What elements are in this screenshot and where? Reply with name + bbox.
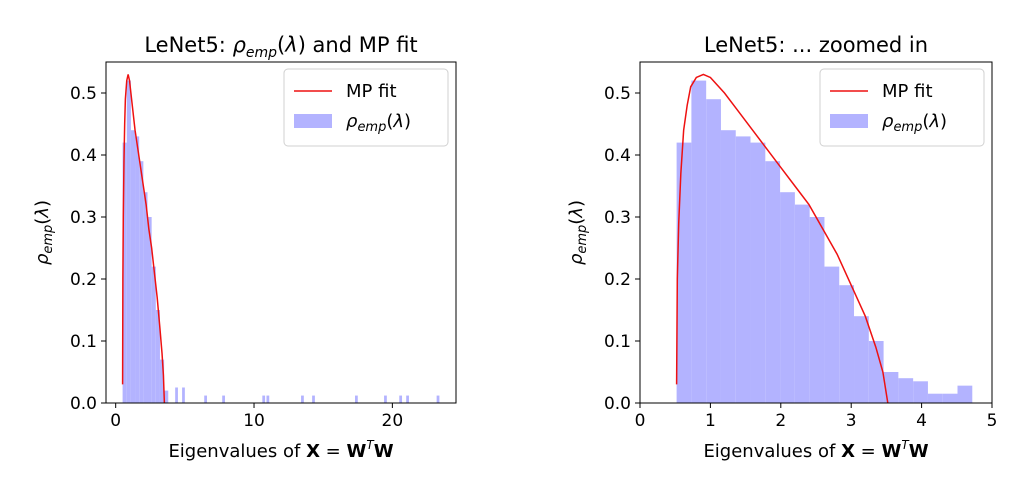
histogram-bar bbox=[735, 136, 751, 403]
histogram-bar bbox=[135, 136, 140, 403]
x-axis-label: Eigenvalues of X = WTW bbox=[703, 438, 928, 462]
chart-title: LeNet5: ρemp(λ) and MP fit bbox=[144, 33, 417, 61]
x-tick-label: 3 bbox=[846, 411, 857, 431]
histogram-bar bbox=[839, 285, 855, 403]
legend-label-rho-emp: ρemp(λ) bbox=[346, 111, 411, 135]
histogram-bar bbox=[355, 395, 358, 403]
histogram-bar bbox=[262, 395, 266, 403]
x-tick-label: 20 bbox=[382, 411, 404, 431]
legend-patch-swatch bbox=[830, 114, 868, 128]
histogram-bar bbox=[436, 395, 440, 403]
plot-frame bbox=[105, 61, 457, 404]
histogram-bar bbox=[691, 80, 707, 403]
y-axis-label: ρemp(λ) bbox=[566, 200, 590, 265]
y-tick-label: 0.0 bbox=[604, 394, 631, 414]
y-tick-label: 0.2 bbox=[604, 270, 631, 290]
chart-title: LeNet5: ... zoomed in bbox=[704, 33, 928, 57]
y-tick-label: 0.2 bbox=[70, 270, 97, 290]
mp-fit-line bbox=[121, 74, 166, 404]
chart-panel-2: 0 1 2 3 4 5 0.0 0.1 0.2 0.3 0.4 0.5 LeNet5: ... zoom… bbox=[566, 33, 997, 462]
histogram-bar bbox=[676, 142, 692, 403]
y-tick-label: 0.5 bbox=[70, 84, 97, 104]
histogram-bar bbox=[765, 161, 781, 403]
y-tick-label: 0.4 bbox=[70, 146, 97, 166]
x-tick-label: 2 bbox=[775, 411, 786, 431]
y-tick-label: 0.1 bbox=[604, 332, 631, 352]
histogram-bar bbox=[824, 266, 840, 403]
histogram-bar bbox=[706, 99, 721, 403]
histogram-bar bbox=[159, 359, 165, 403]
histogram-bar bbox=[720, 130, 736, 403]
histogram-bar bbox=[182, 387, 185, 403]
histogram-bar bbox=[164, 390, 169, 403]
histogram-bar bbox=[399, 395, 403, 403]
histogram-bar bbox=[312, 395, 315, 403]
plot-frame bbox=[639, 61, 993, 404]
histogram-bar bbox=[143, 192, 148, 403]
histogram-bar bbox=[126, 80, 131, 403]
histogram-bar bbox=[301, 395, 304, 403]
legend-patch-swatch bbox=[294, 114, 332, 128]
histogram-bar bbox=[809, 217, 825, 403]
histogram-bar bbox=[780, 192, 795, 403]
legend: MP fit ρemp(λ) bbox=[283, 68, 449, 147]
legend-label-mp-fit: MP fit bbox=[882, 81, 933, 102]
histogram-bar bbox=[122, 142, 127, 403]
chart-panel-1: 0 10 20 0.0 0.1 0.2 0.3 0.4 0.5 LeNet5: ρemp(λ) a… bbox=[32, 33, 457, 462]
x-tick-label: 0 bbox=[110, 411, 121, 431]
histogram-bar bbox=[898, 378, 914, 403]
histogram-bar bbox=[147, 217, 152, 403]
x-axis-label: Eigenvalues of X = WTW bbox=[168, 438, 393, 462]
histogram-bar bbox=[266, 395, 270, 403]
histogram-bar bbox=[139, 161, 144, 403]
x-tick-label: 5 bbox=[987, 411, 998, 431]
histogram-bars bbox=[676, 80, 973, 403]
histogram-bar bbox=[868, 341, 884, 403]
histogram-bar bbox=[151, 266, 156, 403]
histogram-bar bbox=[794, 204, 810, 403]
histogram-bar bbox=[913, 381, 928, 403]
x-tick-label: 1 bbox=[705, 411, 716, 431]
histogram-bar bbox=[222, 395, 225, 403]
histogram-bar bbox=[155, 310, 160, 403]
histogram-bar bbox=[175, 387, 178, 403]
y-tick-label: 0.3 bbox=[70, 208, 97, 228]
y-axis-label: ρemp(λ) bbox=[32, 200, 56, 265]
x-tick-label: 0 bbox=[635, 411, 646, 431]
y-tick-label: 0.5 bbox=[604, 84, 631, 104]
histogram-bar bbox=[384, 395, 387, 403]
mp-fit-line bbox=[675, 73, 889, 404]
histogram-bar bbox=[406, 395, 409, 403]
y-tick-label: 0.4 bbox=[604, 146, 631, 166]
legend-label-rho-emp: ρemp(λ) bbox=[882, 111, 947, 135]
y-tick-label: 0.1 bbox=[70, 332, 97, 352]
histogram-bar bbox=[750, 142, 766, 403]
x-tick-label: 4 bbox=[916, 411, 927, 431]
x-tick-label: 10 bbox=[243, 411, 265, 431]
y-tick-label: 0.0 bbox=[70, 394, 97, 414]
histogram-bar bbox=[942, 393, 958, 403]
legend: MP fit ρemp(λ) bbox=[819, 68, 985, 147]
histogram-bar bbox=[957, 385, 973, 403]
y-tick-label: 0.3 bbox=[604, 208, 631, 228]
histogram-bar bbox=[927, 393, 943, 403]
histogram-bar bbox=[130, 130, 136, 403]
histogram-bar bbox=[204, 395, 207, 403]
histogram-bars bbox=[122, 80, 440, 403]
legend-label-mp-fit: MP fit bbox=[346, 81, 397, 102]
histogram-bar bbox=[854, 316, 869, 403]
